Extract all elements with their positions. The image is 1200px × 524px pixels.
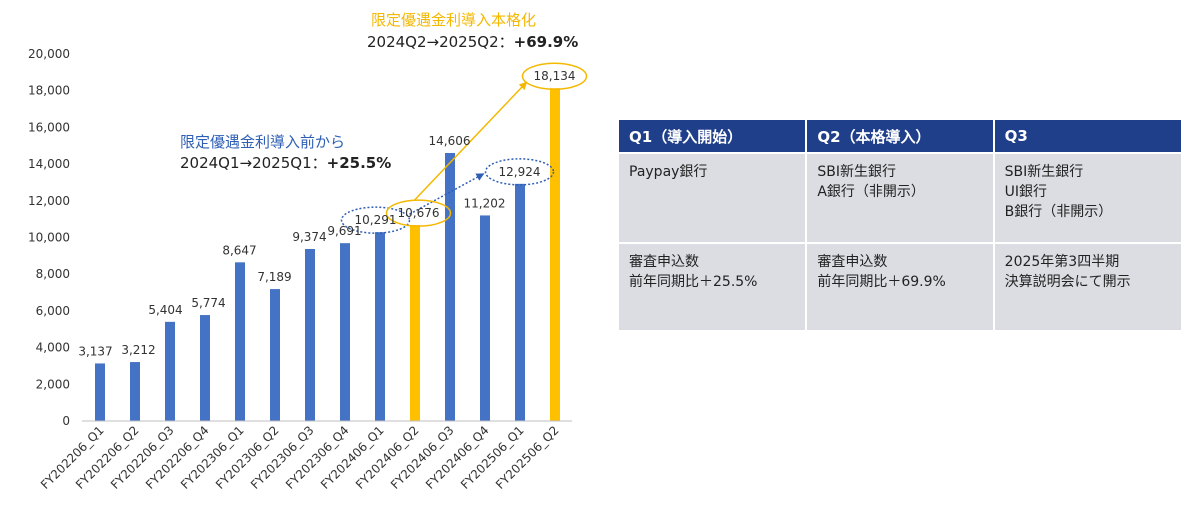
- y-tick-label: 12,000: [28, 194, 70, 208]
- bar: [515, 183, 525, 421]
- table-row-banks: Paypay銀行 SBI新生銀行 A銀行（非開示） SBI新生銀行 UI銀行 B…: [619, 152, 1181, 243]
- bar-value-label: 18,134: [534, 69, 576, 83]
- y-tick-label: 2,000: [36, 377, 70, 391]
- bar: [410, 225, 420, 421]
- bar: [375, 232, 385, 421]
- bar: [165, 321, 175, 421]
- bar: [305, 248, 315, 421]
- full-rollout-start-ellipse: [385, 199, 452, 227]
- y-tick-label: 18,000: [28, 84, 70, 98]
- table-header-q3: Q3: [992, 120, 1181, 153]
- full-rollout-end-ellipse: [521, 62, 588, 90]
- full-rollout-range: 2024Q2→2025Q2：: [367, 33, 514, 51]
- pre-rollout-range: 2024Q1→2025Q1：: [180, 154, 327, 172]
- bar: [130, 362, 140, 421]
- x-tick-label: FY202506_Q2: [493, 423, 562, 492]
- pre-rollout-annotation-title: 限定優遇金利導入前から: [180, 133, 346, 151]
- table-cell: 2025年第3四半期 決算説明会にて開示: [992, 242, 1181, 330]
- bank-rollout-table: Q1（導入開始） Q2（本格導入） Q3 Paypay銀行 SBI新生銀行 A銀…: [619, 120, 1181, 330]
- bar: [550, 88, 560, 422]
- table-cell: SBI新生銀行 A銀行（非開示）: [805, 152, 994, 243]
- full-rollout-annotation-change: 2024Q2→2025Q2：+69.9%: [367, 31, 578, 52]
- cell-text: 決算説明会にて開示: [1004, 274, 1131, 290]
- table-cell: Paypay銀行: [619, 152, 807, 243]
- bar: [95, 363, 105, 421]
- bar-value-label: 14,606: [429, 134, 471, 148]
- y-tick-label: 14,000: [28, 157, 70, 171]
- bar: [235, 262, 245, 421]
- cell-text: UI銀行: [1004, 184, 1048, 200]
- full-rollout-annotation-title: 限定優遇金利導入本格化: [371, 11, 537, 29]
- cell-text: 前年同期比＋69.9%: [817, 274, 946, 290]
- full-rollout-percent: +69.9%: [513, 33, 579, 51]
- cell-text: Paypay銀行: [629, 164, 708, 180]
- pre-rollout-end-ellipse: [484, 158, 555, 186]
- y-tick-label: 10,000: [28, 231, 70, 245]
- bar-value-label: 9,374: [292, 230, 326, 244]
- bar-value-label: 5,404: [148, 303, 182, 317]
- bar-value-label: 3,137: [78, 344, 112, 358]
- y-tick-label: 20,000: [28, 47, 70, 61]
- pre-rollout-percent: +25.5%: [326, 154, 392, 172]
- table-row-results: 審査申込数 前年同期比＋25.5% 審査申込数 前年同期比＋69.9% 2025…: [619, 242, 1181, 330]
- bars: [95, 88, 560, 422]
- bar-value-label: 5,774: [191, 296, 225, 310]
- cell-text: 審査申込数: [817, 254, 888, 270]
- cell-text: SBI新生銀行: [1004, 164, 1084, 180]
- bar-value-label: 12,924: [499, 165, 541, 179]
- bar: [340, 243, 350, 421]
- cell-text: B銀行（非開示）: [1004, 204, 1113, 220]
- y-tick-label: 16,000: [28, 120, 70, 134]
- bar-value-label: 9,691: [327, 224, 361, 238]
- table-header-q1: Q1（導入開始）: [619, 120, 807, 153]
- bar-value-label: 11,202: [464, 196, 506, 210]
- bar: [445, 152, 455, 421]
- bar-value-label: 10,676: [398, 206, 440, 220]
- bar-value-label: 8,647: [222, 243, 256, 257]
- pre-rollout-start-ellipse: [340, 206, 411, 234]
- bar-value-label: 7,189: [257, 270, 291, 284]
- cell-text: 前年同期比＋25.5%: [629, 274, 758, 290]
- bar: [270, 289, 280, 421]
- y-tick-label: 4,000: [36, 341, 70, 355]
- table-cell: 審査申込数 前年同期比＋25.5%: [619, 242, 807, 330]
- full-rollout-arrow: [413, 81, 528, 201]
- y-tick-label: 0: [62, 414, 70, 428]
- cell-text: SBI新生銀行: [817, 164, 896, 180]
- cell-text: 審査申込数: [629, 254, 699, 270]
- annotation-overlays: [340, 62, 588, 234]
- bar: [200, 315, 210, 421]
- bar-value-label: 10,291: [355, 213, 397, 227]
- bar-chart: 0 2,000 4,000 6,000 8,000 10,000 12,000 14,000 1…: [28, 47, 588, 492]
- table-cell: SBI新生銀行 UI銀行 B銀行（非開示）: [992, 152, 1181, 243]
- cell-text: A銀行（非開示）: [817, 184, 925, 200]
- bar-value-label: 3,212: [121, 343, 155, 357]
- pre-rollout-annotation-change: 2024Q1→2025Q1：+25.5%: [180, 152, 391, 173]
- x-axis: FY202206_Q1FY202206_Q2FY202206_Q3FY20220…: [38, 420, 572, 492]
- cell-text: 2025年第3四半期: [1004, 254, 1120, 270]
- table-cell: 審査申込数 前年同期比＋69.9%: [805, 242, 994, 330]
- y-tick-label: 6,000: [36, 304, 70, 318]
- table-header-q2: Q2（本格導入）: [805, 120, 994, 153]
- y-tick-label: 8,000: [36, 267, 70, 281]
- table-header-row: Q1（導入開始） Q2（本格導入） Q3: [619, 120, 1181, 153]
- y-axis: 0 2,000 4,000 6,000 8,000 10,000 12,000 14,000 1…: [28, 47, 70, 428]
- bar: [480, 215, 490, 421]
